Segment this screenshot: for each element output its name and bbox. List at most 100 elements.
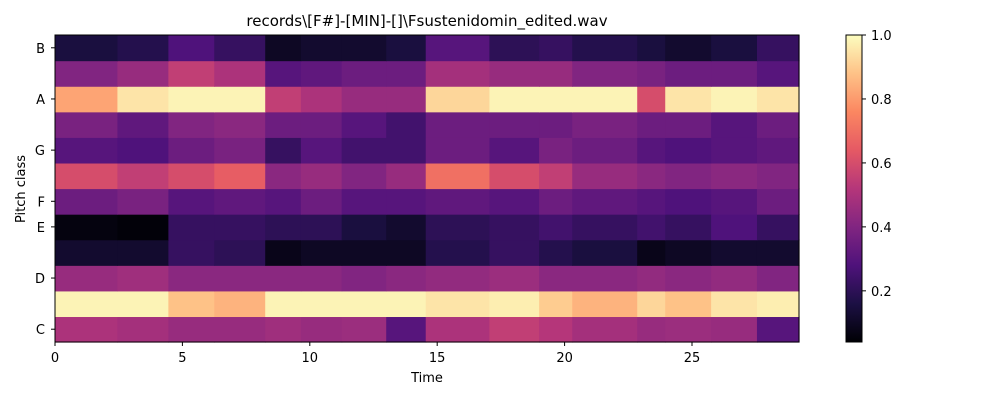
heatmap-cell-G#-7 — [386, 111, 427, 138]
heatmap-cell-F-11 — [572, 188, 638, 215]
heatmap-cell-C#-4 — [265, 290, 302, 318]
heatmap-cell-A#-7 — [386, 60, 427, 87]
heatmap-cell-F-15 — [756, 188, 800, 215]
heatmap-cell-F#-14 — [711, 162, 758, 190]
heatmap-cell-G#-3 — [214, 111, 266, 138]
heatmap-cell-D-3 — [214, 265, 266, 292]
heatmap-cell-D-12 — [637, 265, 666, 292]
heatmap-cell-B-10 — [539, 35, 573, 62]
heatmap-cell-G-12 — [637, 137, 666, 164]
heatmap-cell-C-13 — [665, 316, 712, 343]
heatmap-cell-B-11 — [572, 35, 638, 62]
heatmap-cell-D#-9 — [489, 239, 540, 266]
heatmap-cell-A#-13 — [665, 60, 712, 87]
heatmap-cell-E-6 — [341, 214, 387, 241]
heatmap-cell-E-1 — [117, 214, 169, 241]
heatmap-cell-F-1 — [117, 188, 169, 215]
heatmap-cell-D#-8 — [425, 239, 491, 266]
chart-title: records\[F#]-[MIN]-[]\Fsustenidomin_edit… — [246, 12, 607, 31]
heatmap-cell-F#-11 — [572, 162, 638, 190]
x-axis-ticks: 0 5 10 15 20 25 — [51, 342, 700, 366]
heatmap-cell-A#-1 — [117, 60, 169, 87]
y-axis-ticks: C D EF G A B — [35, 42, 55, 338]
heatmap-cell-D-14 — [711, 265, 758, 292]
heatmap-cell-C#-9 — [489, 290, 540, 318]
heatmap-cell-G-11 — [572, 137, 638, 164]
heatmap-cell-G#-0 — [55, 111, 119, 138]
heatmap-cell-A#-9 — [489, 60, 540, 87]
heatmap-cell-F-9 — [489, 188, 540, 215]
heatmap-cell-D-5 — [300, 265, 343, 292]
heatmap-cell-F-5 — [300, 188, 343, 215]
heatmap-cell-D#-10 — [539, 239, 573, 266]
heatmap-cell-C#-6 — [341, 290, 387, 318]
heatmap-cell-D#-5 — [300, 239, 343, 266]
heatmap-cell-C#-0 — [55, 290, 119, 318]
heatmap-cell-A-8 — [425, 86, 491, 113]
heatmap-cell-C#-1 — [117, 290, 169, 318]
heatmap-cell-B-5 — [300, 35, 343, 62]
heatmap-cell-C-1 — [117, 316, 169, 343]
y-tick-label: G — [35, 144, 45, 159]
heatmap-cell-A-7 — [386, 86, 427, 113]
heatmap-cell-F-4 — [265, 188, 302, 215]
heatmap-cell-F#-10 — [539, 162, 573, 190]
heatmap-cell-D#-4 — [265, 239, 302, 266]
heatmap-cell-C#-12 — [637, 290, 666, 318]
heatmap-cell-G#-15 — [756, 111, 800, 138]
heatmap-cell-G-3 — [214, 137, 266, 164]
heatmap-cell-G#-9 — [489, 111, 540, 138]
heatmap-cell-C-4 — [265, 316, 302, 343]
heatmap-cell-D#-3 — [214, 239, 266, 266]
heatmap-cell-D-11 — [572, 265, 638, 292]
heatmap-cell-E-11 — [572, 214, 638, 241]
heatmap-cells — [55, 35, 800, 343]
heatmap-cell-E-15 — [756, 214, 800, 241]
heatmap-cell-E-2 — [168, 214, 215, 241]
heatmap-cell-C-8 — [425, 316, 491, 343]
heatmap-cell-F-14 — [711, 188, 758, 215]
heatmap-cell-G#-11 — [572, 111, 638, 138]
heatmap-cell-G#-8 — [425, 111, 491, 138]
heatmap-cell-A-11 — [572, 86, 638, 113]
heatmap-cell-C-15 — [756, 316, 800, 343]
heatmap-cell-F#-2 — [168, 162, 215, 190]
heatmap-cell-G#-2 — [168, 111, 215, 138]
heatmap-cell-F#-7 — [386, 162, 427, 190]
heatmap-cell-A#-4 — [265, 60, 302, 87]
heatmap-cell-G-13 — [665, 137, 712, 164]
heatmap-cell-A#-12 — [637, 60, 666, 87]
heatmap-cell-A-9 — [489, 86, 540, 113]
colorbar-ticks: 0.2 0.4 0.6 0.8 1.0 — [862, 29, 892, 300]
heatmap-cell-E-7 — [386, 214, 427, 241]
heatmap-cell-F-10 — [539, 188, 573, 215]
heatmap-cell-G#-14 — [711, 111, 758, 138]
heatmap-cell-D#-11 — [572, 239, 638, 266]
heatmap-cell-F#-9 — [489, 162, 540, 190]
heatmap-cell-G-4 — [265, 137, 302, 164]
heatmap-cell-C#-14 — [711, 290, 758, 318]
heatmap-cell-A-0 — [55, 86, 119, 113]
heatmap-cell-G-10 — [539, 137, 573, 164]
heatmap-cell-A#-11 — [572, 60, 638, 87]
heatmap-cell-C-12 — [637, 316, 666, 343]
heatmap-cell-D#-7 — [386, 239, 427, 266]
heatmap-cell-E-12 — [637, 214, 666, 241]
heatmap-cell-C#-3 — [214, 290, 266, 318]
heatmap-cell-B-1 — [117, 35, 169, 62]
heatmap-cell-F-0 — [55, 188, 119, 215]
heatmap-cell-E-4 — [265, 214, 302, 241]
heatmap-cell-G-7 — [386, 137, 427, 164]
heatmap-cell-A#-10 — [539, 60, 573, 87]
heatmap-cell-C-3 — [214, 316, 266, 343]
heatmap-cell-D-15 — [756, 265, 800, 292]
heatmap-cell-B-7 — [386, 35, 427, 62]
heatmap-cell-A#-0 — [55, 60, 119, 87]
heatmap-cell-G#-1 — [117, 111, 169, 138]
heatmap-cell-A-2 — [168, 86, 215, 113]
heatmap-cell-A#-8 — [425, 60, 491, 87]
heatmap-cell-C#-13 — [665, 290, 712, 318]
heatmap-cell-F#-15 — [756, 162, 800, 190]
heatmap-cell-E-3 — [214, 214, 266, 241]
heatmap-cell-F#-1 — [117, 162, 169, 190]
